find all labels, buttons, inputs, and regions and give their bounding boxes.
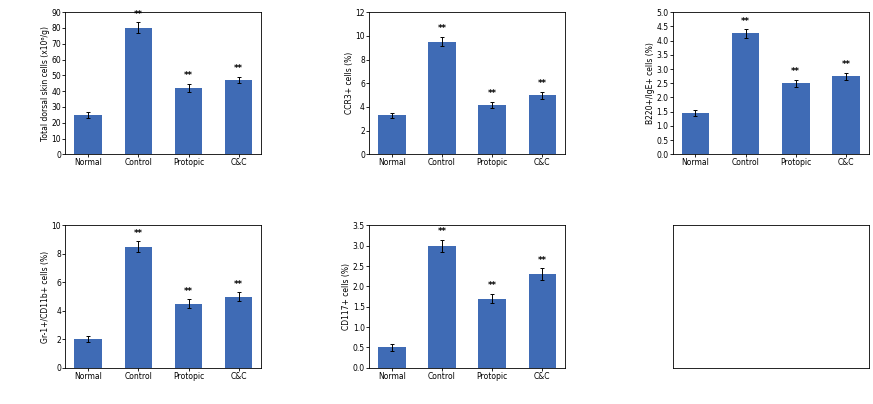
Bar <box>478 105 506 154</box>
Text: **: ** <box>134 229 143 238</box>
Bar <box>528 95 556 154</box>
Bar <box>74 115 102 154</box>
Text: **: ** <box>488 281 497 290</box>
Y-axis label: Total dorsal skin cells (x10⁶/g): Total dorsal skin cells (x10⁶/g) <box>41 26 50 141</box>
Text: **: ** <box>234 64 244 74</box>
Bar <box>832 76 860 154</box>
Y-axis label: Gr-1+/CD11b+ cells (%): Gr-1+/CD11b+ cells (%) <box>41 250 51 343</box>
Text: **: ** <box>488 89 497 98</box>
Text: **: ** <box>538 256 546 265</box>
Text: **: ** <box>437 227 446 236</box>
Bar <box>225 80 252 154</box>
Bar <box>125 247 152 368</box>
Bar <box>225 297 252 368</box>
Bar <box>782 83 809 154</box>
Text: **: ** <box>842 60 850 69</box>
Text: **: ** <box>184 72 193 80</box>
Text: **: ** <box>741 17 750 25</box>
Bar <box>528 274 556 368</box>
Bar <box>125 28 152 154</box>
Text: **: ** <box>184 287 193 296</box>
Bar <box>175 88 203 154</box>
Text: **: ** <box>538 79 546 88</box>
Y-axis label: CD117+ cells (%): CD117+ cells (%) <box>342 263 352 330</box>
Y-axis label: CCR3+ cells (%): CCR3+ cells (%) <box>345 52 354 114</box>
Bar <box>175 304 203 368</box>
Bar <box>378 115 406 154</box>
Text: **: ** <box>791 67 801 76</box>
Bar <box>74 339 102 368</box>
Bar <box>478 299 506 368</box>
Bar <box>428 246 456 368</box>
Text: **: ** <box>234 280 244 289</box>
Text: **: ** <box>437 25 446 34</box>
Y-axis label: B220+/IgE+ cells (%): B220+/IgE+ cells (%) <box>646 42 655 124</box>
Bar <box>378 347 406 368</box>
Bar <box>732 34 760 154</box>
Bar <box>682 113 709 154</box>
Text: **: ** <box>134 10 143 19</box>
Bar <box>428 42 456 154</box>
